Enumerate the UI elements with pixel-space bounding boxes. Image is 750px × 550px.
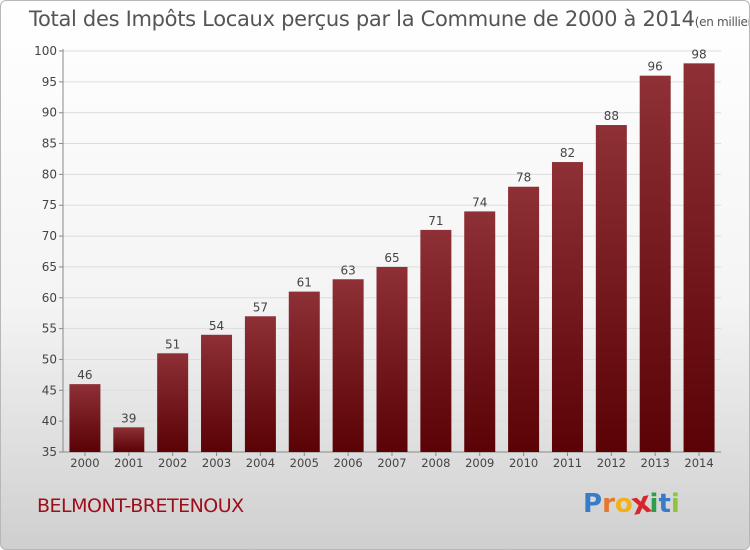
y-tick-label: 70: [42, 229, 57, 243]
y-tick-label: 65: [42, 260, 57, 274]
y-tick-label: 55: [42, 322, 57, 336]
y-tick-label: 80: [42, 167, 57, 181]
proxiti-logo: Proxiti: [583, 485, 680, 523]
bar-2003: [201, 334, 233, 452]
x-tick-label: 2007: [377, 456, 406, 470]
data-label-2009: 74: [472, 195, 487, 209]
data-label-2000: 46: [77, 368, 92, 382]
y-tick-label: 100: [34, 44, 57, 58]
y-tick-label: 50: [42, 352, 57, 366]
bar-2014: [683, 63, 715, 452]
bar-2009: [464, 211, 496, 452]
data-label-2004: 57: [253, 300, 268, 314]
x-tick-label: 2000: [70, 456, 99, 470]
x-tick-label: 2001: [114, 456, 143, 470]
logo-letter: P: [583, 489, 603, 519]
chart-title-text: Total des Impôts Locaux perçus par la Co…: [29, 7, 695, 31]
logo-letter: i: [670, 489, 680, 519]
bar-2010: [508, 186, 540, 452]
data-label-2005: 61: [297, 276, 312, 290]
data-label-2013: 96: [648, 60, 663, 74]
x-tick-label: 2004: [246, 456, 275, 470]
x-tick-label: 2006: [333, 456, 362, 470]
x-tick-label: 2008: [421, 456, 450, 470]
data-label-2014: 98: [691, 47, 706, 61]
x-tick-label: 2002: [158, 456, 187, 470]
commune-name: BELMONT-BRETENOUX: [37, 495, 244, 517]
logo-letter: i: [649, 489, 659, 519]
y-tick-label: 90: [42, 106, 57, 120]
bar-2007: [376, 266, 408, 452]
y-tick-label: 75: [42, 198, 57, 212]
bar-2002: [157, 353, 189, 452]
bar-2006: [332, 279, 364, 452]
bar-2011: [551, 162, 583, 453]
x-tick-label: 2013: [641, 456, 670, 470]
data-label-2007: 65: [384, 251, 399, 265]
bar-2000: [69, 384, 101, 452]
y-tick-label: 40: [42, 414, 57, 428]
data-label-2003: 54: [209, 319, 224, 333]
data-label-2012: 88: [604, 109, 619, 123]
data-label-2008: 71: [428, 214, 443, 228]
bar-2005: [288, 291, 320, 452]
chart-title-unit: (en milliers d'€): [694, 15, 749, 29]
logo-letter: t: [658, 489, 671, 519]
chart-title: Total des Impôts Locaux perçus par la Co…: [29, 7, 749, 31]
x-tick-label: 2014: [684, 456, 713, 470]
data-label-2001: 39: [121, 411, 136, 425]
bar-2013: [639, 75, 671, 452]
x-tick-label: 2009: [465, 456, 494, 470]
data-label-2006: 63: [340, 263, 355, 277]
logo-letter: o: [614, 489, 633, 519]
y-tick-label: 85: [42, 137, 57, 151]
bar-2004: [244, 316, 276, 452]
y-tick-label: 60: [42, 291, 57, 305]
y-tick-label: 35: [42, 445, 57, 459]
x-tick-label: 2003: [202, 456, 231, 470]
bar-2008: [420, 229, 452, 452]
x-tick-label: 2010: [509, 456, 538, 470]
data-label-2011: 82: [560, 146, 575, 160]
x-tick-label: 2011: [553, 456, 582, 470]
x-tick-label: 2005: [290, 456, 319, 470]
y-tick-label: 95: [42, 75, 57, 89]
bar-2012: [595, 125, 627, 453]
bar-2001: [113, 427, 145, 452]
x-tick-label: 2012: [597, 456, 626, 470]
logo-letter: r: [602, 489, 615, 519]
data-label-2002: 51: [165, 337, 180, 351]
y-tick-label: 45: [42, 383, 57, 397]
data-label-2010: 78: [516, 171, 531, 185]
